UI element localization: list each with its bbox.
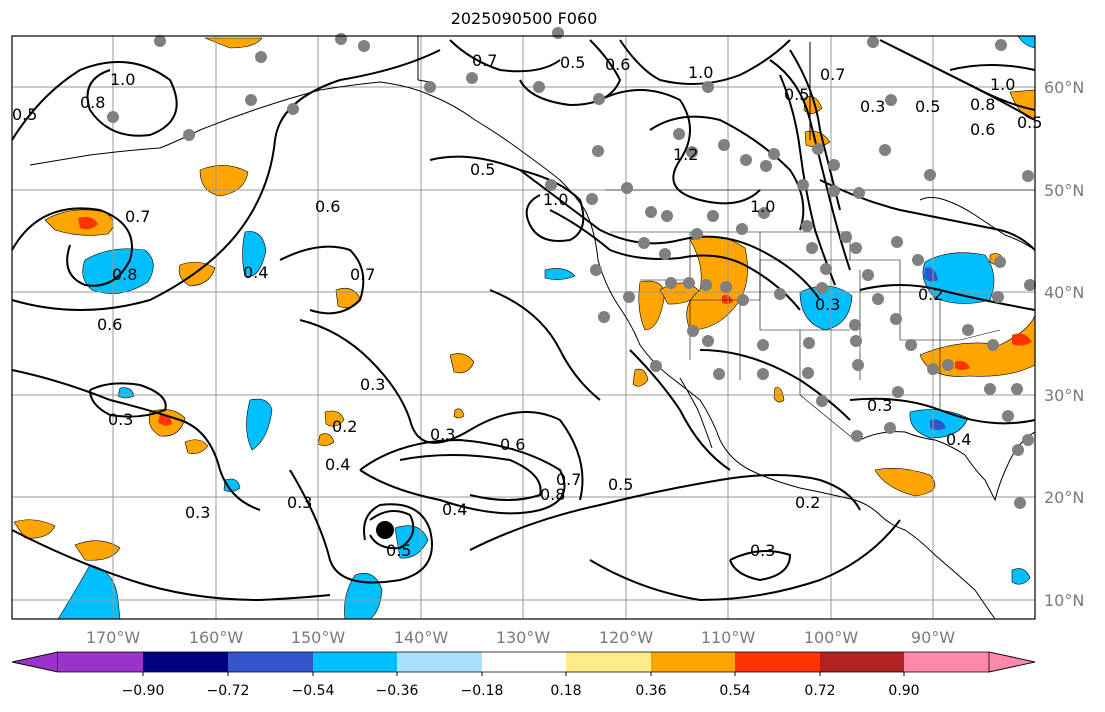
colorbar-tick-label: 0.18 xyxy=(550,683,581,699)
contour-label: 0.3 xyxy=(108,410,133,429)
lat-label-60n: 60°N xyxy=(1044,78,1084,97)
contour-label: 0.6 xyxy=(97,315,122,334)
contour-label: 0.7 xyxy=(556,470,581,489)
colorbar-tick-label: −0.18 xyxy=(461,683,504,699)
lon-label-110w: 110°W xyxy=(701,628,756,647)
contour-label: 0.8 xyxy=(970,95,995,114)
contour-label: 0.3 xyxy=(430,425,455,444)
contour-label: 1.2 xyxy=(673,145,698,164)
lat-label-40n: 40°N xyxy=(1044,283,1084,302)
contour-label: 1.0 xyxy=(110,70,135,89)
strong-positive-fills xyxy=(78,216,1032,426)
strong-negative-fills xyxy=(924,267,946,430)
contour-value-labels: 0.5 0.8 1.0 0.7 0.5 0.6 1.0 0.5 0.7 1.0 … xyxy=(12,51,1042,560)
contour-label: 1.0 xyxy=(543,190,568,209)
contour-label: 0.8 xyxy=(80,93,105,112)
lon-label-90w: 90°W xyxy=(911,628,955,647)
contour-label: 0.3 xyxy=(815,295,840,314)
contour-label: 0.4 xyxy=(325,455,350,474)
contour-label: 0.6 xyxy=(970,120,995,139)
lon-label-140w: 140°W xyxy=(394,628,449,647)
lon-label-130w: 130°W xyxy=(496,628,551,647)
state-borders xyxy=(605,189,1035,441)
contour-label: 0.7 xyxy=(125,207,150,226)
colorbar-tick-label: −0.54 xyxy=(292,683,335,699)
contour-label: 1.0 xyxy=(688,63,713,82)
contour-label: 0.5 xyxy=(784,85,809,104)
coastlines xyxy=(29,36,1036,620)
map-area: 0.5 0.8 1.0 0.7 0.5 0.6 1.0 0.5 0.7 1.0 … xyxy=(11,27,1042,620)
graticule xyxy=(12,36,1035,619)
contour-label: 0.5 xyxy=(470,160,495,179)
lat-label-20n: 20°N xyxy=(1044,488,1084,507)
contour-label: 0.2 xyxy=(332,417,357,436)
contour-label: 0.6 xyxy=(315,197,340,216)
positive-anomaly-fills xyxy=(13,37,1036,561)
colorbar: −0.90 −0.72 −0.54 −0.36 −0.18 0.18 0.36 … xyxy=(11,651,1036,699)
contour-label: 0.3 xyxy=(860,97,885,116)
contour-label: 0.3 xyxy=(360,375,385,394)
contour-label: 0.2 xyxy=(795,493,820,512)
contour-label: 0.3 xyxy=(287,493,312,512)
longitude-labels: 170°W 160°W 150°W 140°W 130°W 120°W 110°… xyxy=(86,628,955,647)
contour-label: 0.7 xyxy=(350,265,375,284)
contour-label: 1.0 xyxy=(750,197,775,216)
contour-label: 0.5 xyxy=(608,475,633,494)
contour-label: 0.5 xyxy=(560,53,585,72)
colorbar-tick-label: −0.90 xyxy=(122,683,165,699)
map-title: 2025090500 F060 xyxy=(450,9,598,28)
contour-label: 0.3 xyxy=(185,503,210,522)
lat-label-30n: 30°N xyxy=(1044,386,1084,405)
colorbar-tick-label: −0.36 xyxy=(376,683,419,699)
contour-label: 0.6 xyxy=(500,435,525,454)
contour-label: 0.4 xyxy=(243,263,268,282)
contour-label: 0.7 xyxy=(472,51,497,70)
contour-label: 1.0 xyxy=(990,75,1015,94)
contour-lines xyxy=(11,39,1036,602)
storm-center-marker xyxy=(376,521,394,539)
latitude-labels: 60°N 50°N 40°N 30°N 20°N 10°N xyxy=(1044,78,1084,610)
contour-label: 0.5 xyxy=(915,97,940,116)
contour-label: 0.3 xyxy=(750,541,775,560)
contour-label: 0.8 xyxy=(540,485,565,504)
lon-label-160w: 160°W xyxy=(189,628,244,647)
contour-label: 0.5 xyxy=(1017,113,1042,132)
contour-label: 0.6 xyxy=(605,55,630,74)
colorbar-tick-label: 0.36 xyxy=(635,683,666,699)
colorbar-tick-label: −0.72 xyxy=(207,683,250,699)
contour-label: 0.4 xyxy=(946,430,971,449)
contour-label: 0.3 xyxy=(867,396,892,415)
lat-label-10n: 10°N xyxy=(1044,591,1084,610)
contour-label: 0.2 xyxy=(918,285,943,304)
lon-label-150w: 150°W xyxy=(291,628,346,647)
contour-label: 0.8 xyxy=(112,265,137,284)
colorbar-tick-label: 0.54 xyxy=(719,683,750,699)
colorbar-tick-label: 0.72 xyxy=(804,683,835,699)
colorbar-tick-label: 0.90 xyxy=(888,683,919,699)
station-markers xyxy=(107,27,1036,509)
lon-label-170w: 170°W xyxy=(86,628,141,647)
contour-label: 0.4 xyxy=(442,500,467,519)
contour-label: 0.5 xyxy=(12,105,37,124)
lon-label-100w: 100°W xyxy=(804,628,859,647)
contour-label: 0.7 xyxy=(820,65,845,84)
contour-label: 0.5 xyxy=(386,541,411,560)
lon-label-120w: 120°W xyxy=(599,628,654,647)
lat-label-50n: 50°N xyxy=(1044,181,1084,200)
